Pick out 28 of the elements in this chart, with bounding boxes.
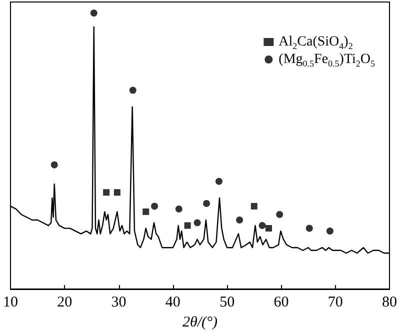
point [184, 222, 191, 229]
point [326, 228, 334, 235]
x-tick-label: 80 [382, 294, 397, 310]
point [175, 205, 182, 212]
point [151, 202, 158, 210]
point [250, 202, 258, 210]
point [215, 178, 222, 185]
point [306, 224, 313, 232]
x-tick-label: 10 [3, 294, 18, 310]
point [50, 161, 58, 168]
x-tick-label: 70 [328, 294, 343, 310]
point [90, 10, 98, 17]
x-axis-title: 2θ/(°) [182, 314, 218, 330]
point [266, 225, 272, 232]
point [236, 216, 244, 224]
point [194, 219, 201, 226]
x-tick-label: 30 [111, 294, 126, 310]
x-tick-label: 60 [274, 294, 289, 310]
point [203, 200, 210, 207]
point [114, 189, 120, 196]
point [276, 210, 284, 218]
x-tick-label: 50 [220, 294, 235, 310]
point [103, 189, 110, 196]
point [258, 222, 266, 230]
point [129, 86, 136, 94]
point [142, 208, 150, 215]
x-tick-label: 40 [165, 294, 180, 310]
x-tick-label: 20 [57, 294, 72, 310]
